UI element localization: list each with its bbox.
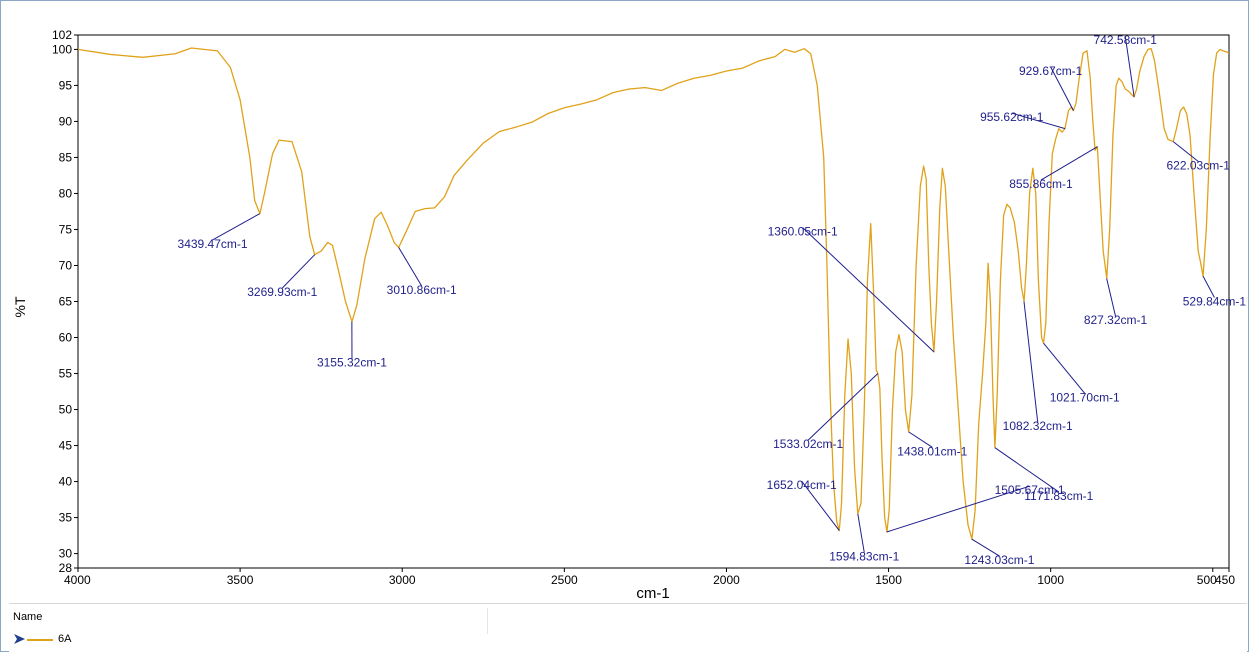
peak-leader-line — [1043, 342, 1086, 394]
peak-label: 827.32cm-1 — [1084, 313, 1148, 327]
peak-label: 3155.32cm-1 — [317, 356, 387, 370]
y-tick-label: 50 — [59, 403, 73, 417]
legend-line-swatch — [27, 639, 53, 641]
peak-label: 1243.03cm-1 — [964, 553, 1034, 567]
x-tick-label: 3000 — [389, 573, 416, 587]
peak-leader-line — [398, 247, 423, 287]
x-tick-label: 2500 — [551, 573, 578, 587]
peak-label: 1360.05cm-1 — [768, 225, 838, 239]
peak-label: 955.62cm-1 — [980, 110, 1044, 124]
y-tick-label: 30 — [59, 547, 73, 561]
peak-leader-line — [281, 254, 316, 289]
x-tick-label: 450 — [1215, 573, 1235, 587]
y-tick-label: 102 — [52, 28, 72, 42]
y-tick-label: 65 — [59, 295, 73, 309]
y-tick-label: 70 — [59, 258, 73, 272]
x-tick-label: 4000 — [64, 573, 91, 587]
y-tick-label: 95 — [59, 78, 73, 92]
peak-label: 855.86cm-1 — [1009, 177, 1073, 191]
legend-item-label: 6A — [58, 633, 72, 645]
peak-label: 622.03cm-1 — [1167, 158, 1231, 172]
peak-label: 1082.32cm-1 — [1003, 419, 1073, 433]
series-layer — [77, 47, 1230, 540]
y-tick-label: 85 — [59, 150, 73, 164]
peak-label: 1533.02cm-1 — [773, 437, 843, 451]
peak-leader-line — [807, 373, 879, 441]
x-tick-label: 2000 — [713, 573, 740, 587]
arrow-right-icon — [14, 634, 25, 644]
x-tick-label: 1000 — [1037, 573, 1064, 587]
peak-label: 1505.67cm-1 — [995, 483, 1065, 497]
peak-leader-line — [994, 447, 1060, 493]
legend-header: Name — [13, 611, 43, 623]
x-tick-label: 500 — [1197, 573, 1217, 587]
peak-leader-line — [857, 513, 865, 553]
peak-leader-line — [1106, 278, 1117, 317]
peak-label: 929.67cm-1 — [1019, 64, 1083, 78]
y-axis-label: %T — [12, 296, 28, 317]
legend-item[interactable]: 6A — [13, 631, 613, 647]
peak-label: 1652.04cm-1 — [767, 478, 837, 492]
y-tick-label: 35 — [59, 511, 73, 525]
y-tick-label: 90 — [59, 114, 73, 128]
spectrum-line — [77, 47, 1230, 540]
peak-leader-line — [801, 480, 840, 531]
peak-leader-line — [908, 431, 933, 448]
peak-label: 1438.01cm-1 — [897, 444, 967, 458]
peak-leader-line — [212, 213, 260, 241]
peak-leader-line — [1023, 301, 1039, 423]
x-tick-label: 1500 — [875, 573, 902, 587]
y-tick-label: 40 — [59, 475, 73, 489]
peak-leader-line — [1202, 276, 1215, 298]
peak-label: 742.58cm-1 — [1094, 33, 1158, 47]
peak-leader-line — [1011, 112, 1066, 130]
legend-panel: Name 6A — [9, 603, 1247, 652]
peak-label: 3439.47cm-1 — [178, 237, 248, 251]
peak-label: 529.84cm-1 — [1183, 295, 1247, 309]
y-tick-label: 100 — [52, 42, 72, 56]
peak-leader-line — [802, 227, 935, 353]
peak-leader-line — [886, 485, 1030, 533]
peak-label: 1594.83cm-1 — [829, 549, 899, 563]
peak-label: 3269.93cm-1 — [247, 285, 317, 299]
peak-leader-line — [1050, 66, 1074, 111]
y-tick-label: 45 — [59, 439, 73, 453]
legend-divider — [487, 608, 488, 634]
peak-annotations: 3439.47cm-1 3269.93cm-1 3155.32cm-1 3010.86… — [178, 33, 1247, 567]
y-tick-label: 80 — [59, 186, 73, 200]
peak-label: 1171.83cm-1 — [1024, 489, 1093, 503]
x-axis-label: cm-1 — [636, 585, 669, 601]
y-tick-label: 55 — [59, 367, 73, 381]
y-tick-label: 60 — [59, 331, 73, 345]
peak-leader-line — [1172, 141, 1199, 162]
peak-label: 1021.70cm-1 — [1050, 390, 1120, 404]
y-tick-label: 75 — [59, 222, 73, 236]
x-tick-label: 3500 — [227, 573, 254, 587]
peak-leader-line — [1124, 35, 1135, 98]
peak-leader-line — [971, 538, 1000, 557]
y-tick-label: 28 — [59, 561, 73, 575]
peak-leader-line — [1040, 146, 1098, 181]
peak-label: 3010.86cm-1 — [387, 283, 457, 297]
plot-area — [77, 34, 1230, 569]
